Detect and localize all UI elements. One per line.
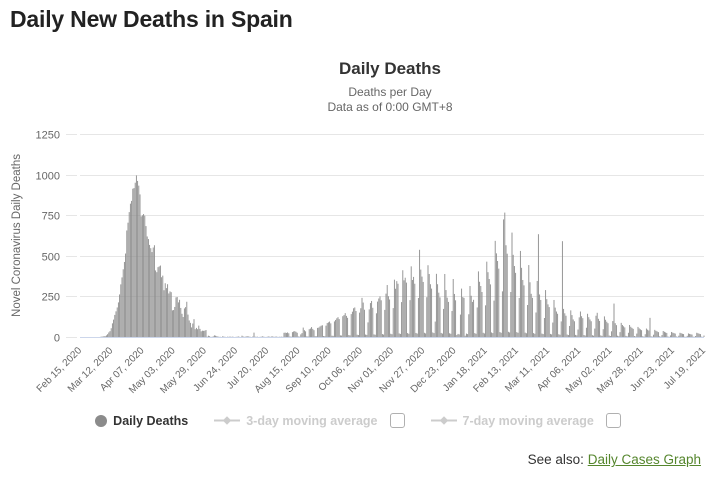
chart-subtitle-line1: Deaths per Day: [348, 85, 432, 99]
y-axis-title: Novel Coronavirus Daily Deaths: [11, 154, 23, 317]
line-diamond-marker-icon: [430, 416, 457, 425]
legend: Daily Deaths 3-day moving average 7-day …: [8, 413, 708, 428]
daily-deaths-bars: [99, 175, 705, 337]
see-also-label: See also:: [527, 452, 584, 467]
legend-item-3day-ma[interactable]: 3-day moving average: [214, 413, 378, 428]
daily-cases-graph-link[interactable]: Daily Cases Graph: [587, 452, 701, 467]
legend-label-7day-ma: 7-day moving average: [462, 413, 594, 428]
gridlines: [66, 134, 704, 338]
legend-item-daily-deaths[interactable]: Daily Deaths: [95, 414, 188, 428]
line-diamond-marker-icon: [214, 416, 241, 425]
svg-text:750: 750: [42, 211, 60, 223]
see-also: See also: Daily Cases Graph: [0, 452, 711, 467]
legend-item-7day-ma[interactable]: 7-day moving average: [430, 413, 594, 428]
series-marker-dot-icon: [95, 414, 108, 427]
3day-ma-checkbox[interactable]: [389, 413, 405, 428]
svg-text:500: 500: [42, 252, 60, 264]
7day-ma-checkbox[interactable]: [605, 413, 621, 428]
svg-text:1000: 1000: [36, 171, 60, 183]
daily-deaths-chart: Daily Deaths Deaths per Day Data as of 0…: [0, 59, 708, 428]
svg-text:250: 250: [42, 292, 60, 304]
svg-text:1250: 1250: [36, 130, 60, 142]
legend-label-daily-deaths: Daily Deaths: [113, 413, 189, 428]
chart-subtitle-line2: Data as of 0:00 GMT+8: [327, 100, 453, 114]
legend-label-3day-ma: 3-day moving average: [246, 413, 378, 428]
page-title: Daily New Deaths in Spain: [10, 6, 293, 32]
y-axis-labels: 0 250 500 750 1000 1250: [36, 130, 60, 345]
chart-title: Daily Deaths: [338, 59, 442, 78]
svg-text:0: 0: [54, 333, 60, 345]
